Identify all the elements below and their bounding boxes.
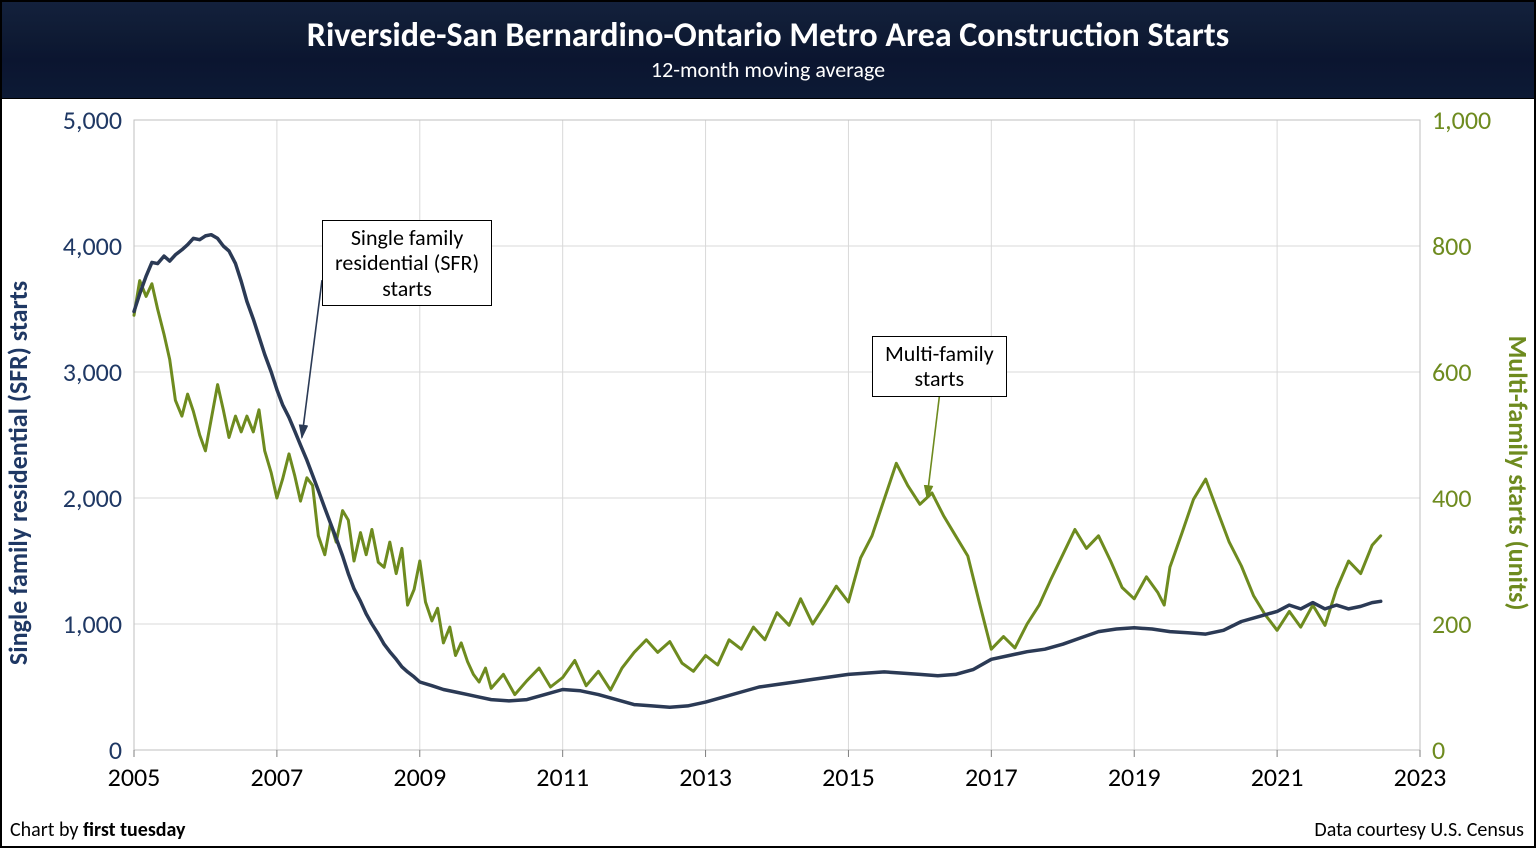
svg-text:1,000: 1,000 (1432, 104, 1491, 136)
plot-region: Single family residential (SFR) starts M… (2, 100, 1534, 846)
chart-container: Riverside-San Bernardino-Ontario Metro A… (0, 0, 1536, 848)
svg-text:400: 400 (1432, 482, 1472, 514)
svg-text:5,000: 5,000 (63, 104, 122, 136)
svg-text:4,000: 4,000 (63, 230, 122, 262)
chart-title-bar: Riverside-San Bernardino-Ontario Metro A… (2, 2, 1534, 99)
credit-left: Chart by first tuesday (10, 818, 186, 842)
y-left-axis-title: Single family residential (SFR) starts (2, 281, 34, 665)
svg-text:2009: 2009 (393, 761, 446, 793)
svg-text:2019: 2019 (1108, 761, 1161, 793)
svg-text:2015: 2015 (822, 761, 875, 793)
credit-left-bold: first tuesday (83, 818, 186, 842)
svg-text:600: 600 (1432, 356, 1472, 388)
svg-text:1,000: 1,000 (63, 608, 122, 640)
plot-svg: 01,0002,0003,0004,0005,00002004006008001… (2, 100, 1536, 850)
credit-left-prefix: Chart by (10, 818, 83, 842)
svg-text:200: 200 (1432, 608, 1472, 640)
callout-multi: Multi-family starts (872, 336, 1007, 397)
callout-sfr-arrow (302, 280, 322, 437)
chart-title: Riverside-San Bernardino-Ontario Metro A… (2, 17, 1534, 54)
svg-text:2007: 2007 (251, 761, 304, 793)
y-right-axis-title: Multi-family starts (units) (1502, 336, 1534, 611)
svg-text:2023: 2023 (1394, 761, 1447, 793)
svg-text:2005: 2005 (108, 761, 161, 793)
svg-text:2017: 2017 (965, 761, 1018, 793)
credit-right: Data courtesy U.S. Census (1314, 818, 1524, 842)
callout-multi-arrow (927, 397, 939, 498)
svg-text:3,000: 3,000 (63, 356, 122, 388)
chart-subtitle: 12-month moving average (2, 56, 1534, 83)
series-sfr (134, 235, 1381, 708)
svg-text:2013: 2013 (679, 761, 732, 793)
svg-text:800: 800 (1432, 230, 1472, 262)
svg-text:2011: 2011 (536, 761, 589, 793)
svg-text:2021: 2021 (1251, 761, 1304, 793)
callout-sfr: Single family residential (SFR) starts (322, 220, 492, 306)
svg-text:2,000: 2,000 (63, 482, 122, 514)
